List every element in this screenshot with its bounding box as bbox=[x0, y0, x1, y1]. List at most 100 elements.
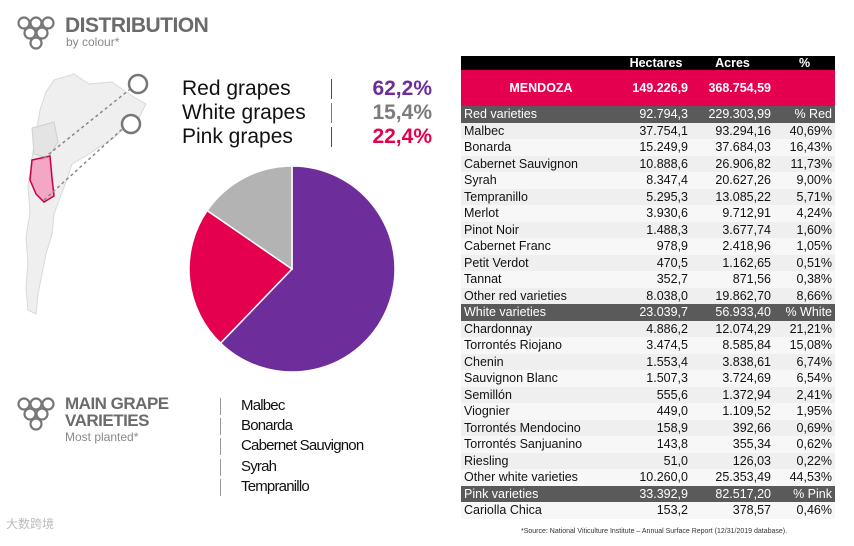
hectares-cell: 1.553,4 bbox=[621, 353, 691, 370]
legend-label: White grapes bbox=[182, 101, 306, 124]
acres-cell: 8.585,84 bbox=[691, 337, 774, 354]
legend-value: 62,2% bbox=[372, 77, 432, 100]
hectares-cell: 8.347,4 bbox=[621, 172, 691, 189]
pct-cell: 21,21% bbox=[774, 320, 835, 337]
acres-cell: 378,57 bbox=[691, 502, 774, 519]
acres-cell: 93.294,16 bbox=[691, 122, 774, 139]
group-acres: 229.303,99 bbox=[691, 106, 774, 123]
group-row: Red varieties 92.794,3 229.303,99% Red bbox=[461, 106, 835, 123]
variety-item: Syrah bbox=[220, 457, 420, 477]
column-header bbox=[461, 56, 621, 70]
variety-name: Riesling bbox=[461, 452, 621, 469]
legend-divider bbox=[331, 127, 332, 147]
table-row: Tempranillo 5.295,3 13.085,22 5,71% bbox=[461, 188, 835, 205]
legend-label: Pink grapes bbox=[182, 125, 293, 148]
pie-slice-pink-grapes bbox=[188, 209, 294, 345]
pct-cell: 4,24% bbox=[774, 205, 835, 222]
variety-item: Bonarda bbox=[220, 416, 420, 436]
variety-name: Malbec bbox=[461, 122, 621, 139]
table-row: Bonarda 15.249,9 37.684,03 16,43% bbox=[461, 139, 835, 156]
hectares-cell: 1.488,3 bbox=[621, 221, 691, 238]
column-header: Hectares bbox=[621, 56, 691, 70]
group-hectares: 23.039,7 bbox=[621, 304, 691, 321]
column-header: % bbox=[774, 56, 835, 70]
acres-cell: 871,56 bbox=[691, 271, 774, 288]
pct-cell: 40,69% bbox=[774, 122, 835, 139]
group-pct: % Red bbox=[774, 106, 835, 123]
hectares-cell: 5.295,3 bbox=[621, 188, 691, 205]
hectares-cell: 8.038,0 bbox=[621, 287, 691, 304]
legend-label: Red grapes bbox=[182, 77, 291, 100]
group-pct: % Pink bbox=[774, 485, 835, 502]
variety-name: Cariolla Chica bbox=[461, 502, 621, 519]
group-pct: % White bbox=[774, 304, 835, 321]
acres-cell: 355,34 bbox=[691, 436, 774, 453]
mendoza-shape bbox=[29, 155, 55, 203]
group-name: Pink varieties bbox=[461, 485, 621, 502]
hectares-cell: 978,9 bbox=[621, 238, 691, 255]
hectares-cell: 449,0 bbox=[621, 403, 691, 420]
table-row: Pinot Noir 1.488,3 3.677,74 1,60% bbox=[461, 221, 835, 238]
hectares-cell: 153,2 bbox=[621, 502, 691, 519]
variety-label: Cabernet Sauvignon bbox=[241, 437, 364, 454]
argentina-map bbox=[25, 73, 149, 315]
legend-value: 15,4% bbox=[372, 101, 432, 124]
acres-cell: 1.109,52 bbox=[691, 403, 774, 420]
pct-cell: 0,51% bbox=[774, 254, 835, 271]
pie-slice-white-grapes bbox=[206, 165, 293, 271]
variety-name: Viognier bbox=[461, 403, 621, 420]
watermark: 大数跨境 bbox=[6, 517, 55, 531]
hectares-cell: 470,5 bbox=[621, 254, 691, 271]
table-row: Cabernet Franc 978,9 2.418,96 1,05% bbox=[461, 238, 835, 255]
table-row: Cabernet Sauvignon 10.888,6 26.906,82 11,73… bbox=[461, 155, 835, 172]
acres-cell: 37.684,03 bbox=[691, 139, 774, 156]
variety-name: Other red varieties bbox=[461, 287, 621, 304]
acres-cell: 1.372,94 bbox=[691, 386, 774, 403]
table-row: Cariolla Chica 153,2 378,57 0,46% bbox=[461, 502, 835, 519]
group-row: White varieties 23.039,7 56.933,40% White bbox=[461, 304, 835, 321]
hectares-cell: 15.249,9 bbox=[621, 139, 691, 156]
grapes-icon bbox=[17, 16, 55, 50]
page-title: DISTRIBUTION bbox=[65, 14, 209, 37]
group-hectares: 92.794,3 bbox=[621, 106, 691, 123]
pct-cell: 5,71% bbox=[774, 188, 835, 205]
variety-name: Bonarda bbox=[461, 139, 621, 156]
variety-name: Tempranillo bbox=[461, 188, 621, 205]
legend-divider bbox=[331, 79, 332, 99]
pct-cell: 2,41% bbox=[774, 386, 835, 403]
varieties-title-line1: MAIN GRAPE bbox=[65, 394, 169, 413]
variety-name: Merlot bbox=[461, 205, 621, 222]
acres-cell: 392,66 bbox=[691, 419, 774, 436]
hectares-cell: 3.474,5 bbox=[621, 337, 691, 354]
acres-cell: 9.712,91 bbox=[691, 205, 774, 222]
table-row: Sauvignon Blanc 1.507,3 3.724,69 6,54% bbox=[461, 370, 835, 387]
hectares-cell: 4.886,2 bbox=[621, 320, 691, 337]
variety-name: Torrontés Sanjuanino bbox=[461, 436, 621, 453]
table-row: Chardonnay 4.886,2 12.074,29 21,21% bbox=[461, 320, 835, 337]
acres-cell: 26.906,82 bbox=[691, 155, 774, 172]
region-pct bbox=[774, 70, 835, 106]
region-name: MENDOZA bbox=[461, 70, 621, 106]
footnote: *Source: National Viticulture Institute … bbox=[521, 528, 788, 535]
pct-cell: 1,60% bbox=[774, 221, 835, 238]
table-row: Semillón 555,6 1.372,94 2,41% bbox=[461, 386, 835, 403]
pie-slice-red-grapes bbox=[219, 165, 396, 373]
variety-label: Syrah bbox=[241, 458, 277, 475]
variety-item: Tempranillo bbox=[220, 477, 420, 497]
grapes-icon bbox=[17, 397, 55, 431]
group-hectares: 33.392,9 bbox=[621, 485, 691, 502]
varieties-title-line2: VARIETIES bbox=[65, 411, 149, 430]
variety-label: Bonarda bbox=[241, 417, 293, 434]
group-name: Red varieties bbox=[461, 106, 621, 123]
region-row: MENDOZA 149.226,9 368.754,59 bbox=[461, 70, 835, 106]
page-subtitle: by colour* bbox=[66, 35, 120, 49]
variety-name: Petit Verdot bbox=[461, 254, 621, 271]
acres-cell: 13.085,22 bbox=[691, 188, 774, 205]
acres-cell: 126,03 bbox=[691, 452, 774, 469]
variety-name: Torrontés Mendocino bbox=[461, 419, 621, 436]
acres-cell: 2.418,96 bbox=[691, 238, 774, 255]
variety-name: Semillón bbox=[461, 386, 621, 403]
pct-cell: 6,54% bbox=[774, 370, 835, 387]
hectares-cell: 158,9 bbox=[621, 419, 691, 436]
legend-value: 22,4% bbox=[372, 125, 432, 148]
